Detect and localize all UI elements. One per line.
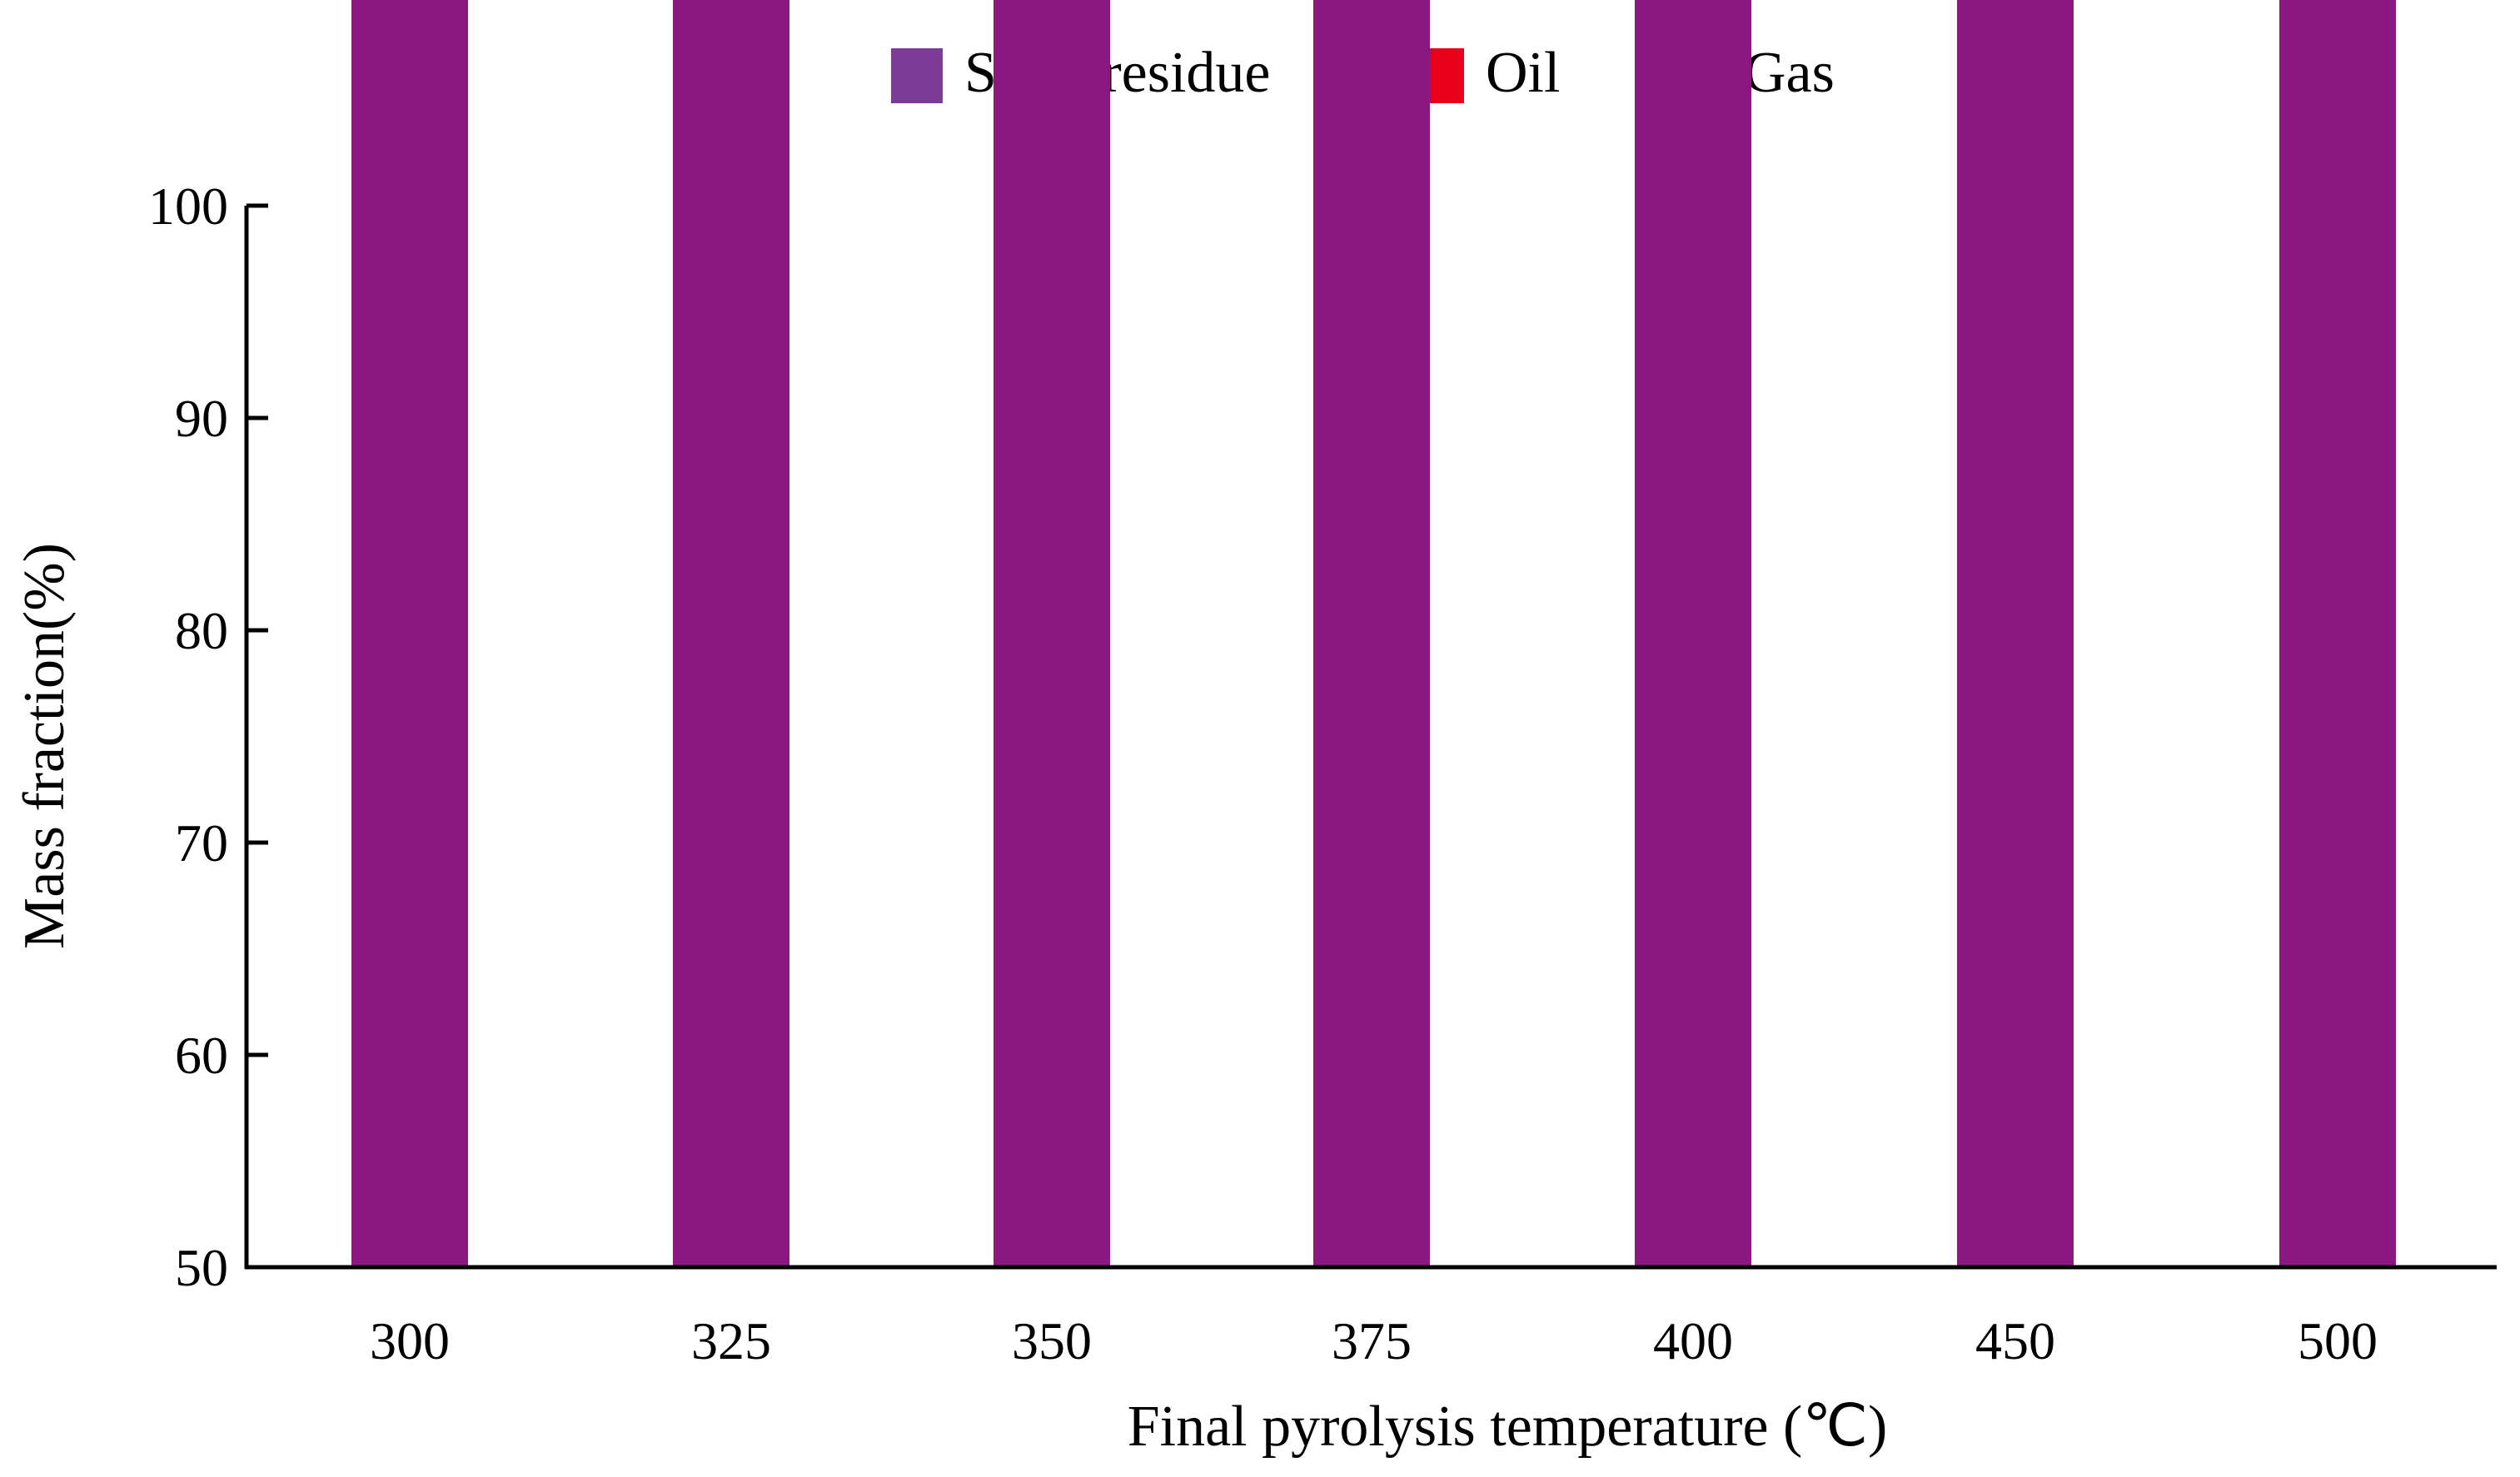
y-tick-label-60: 60 [175, 1026, 228, 1085]
y-tick-label-90: 90 [175, 389, 228, 448]
bar-solid-residue-300 [351, 0, 468, 1267]
bar-solid-residue-375 [1313, 0, 1430, 1267]
y-tick-label-100: 100 [148, 177, 228, 236]
legend-item-oil: Oil [1412, 41, 1560, 105]
legend-label-gas: Gas [1744, 41, 1835, 105]
x-axis-title: Final pyrolysis temperature (℃) [1128, 1395, 1888, 1459]
x-tick-label-450: 450 [1975, 1311, 2055, 1370]
y-axis-title: Mass fraction(%) [12, 543, 77, 949]
x-tick-label-400: 400 [1653, 1311, 1733, 1370]
legend-label-oil: Oil [1486, 41, 1560, 105]
y-tick-label-70: 70 [175, 813, 228, 873]
x-axis-ticks: 300 325 350 375 400 450 500 [370, 1311, 2378, 1370]
x-tick-label-300: 300 [370, 1311, 450, 1370]
bar-solid-residue-400 [1635, 0, 1751, 1268]
y-tick-label-80: 80 [175, 601, 228, 660]
x-tick-label-350: 350 [1012, 1311, 1092, 1370]
x-tick-label-325: 325 [691, 1311, 771, 1370]
bar-solid-residue-350 [994, 0, 1110, 1267]
x-tick-label-375: 375 [1332, 1311, 1412, 1370]
bar-solid-residue-325 [673, 0, 789, 1267]
bar-solid-residue-500 [2279, 0, 2396, 1267]
bar-group [351, 0, 2396, 1268]
y-axis-ticks: 50 60 70 80 90 100 [148, 177, 268, 1297]
x-tick-label-500: 500 [2298, 1311, 2378, 1370]
y-tick-label-50: 50 [175, 1238, 228, 1297]
bar-solid-residue-450 [1957, 0, 2074, 1268]
legend-swatch-solid-residue [891, 48, 943, 103]
